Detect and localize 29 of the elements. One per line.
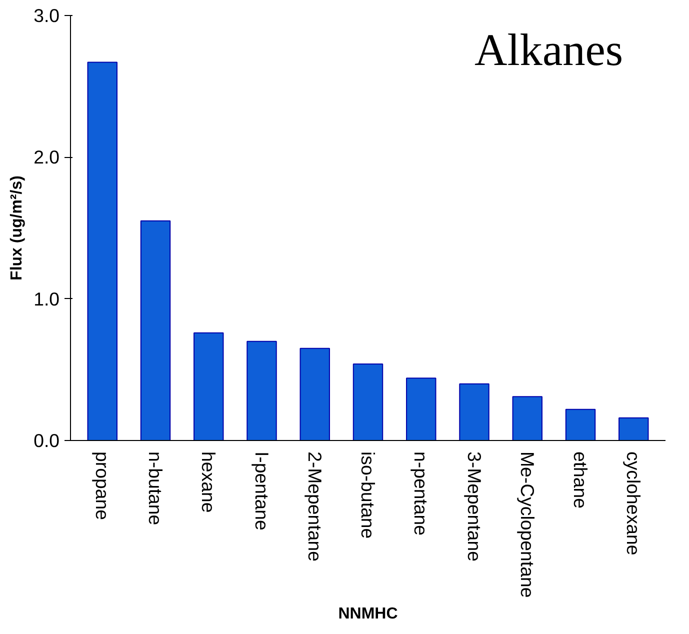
chart-title: Alkanes — [474, 25, 624, 75]
bar — [512, 396, 542, 440]
x-tick-label: 2-Mepentane — [304, 452, 326, 562]
x-tick-label: 3-Mepentane — [464, 452, 485, 562]
x-tick-label: cyclohexane — [623, 452, 644, 556]
x-tick-label: n-pentane — [410, 452, 432, 536]
x-tick-label: hexane — [198, 452, 220, 513]
x-axis-title: NNMHC — [338, 606, 398, 623]
bar — [194, 332, 224, 440]
y-axis-title: Flux (ug/m²/s) — [8, 176, 26, 280]
bar — [565, 408, 596, 440]
bar — [246, 340, 277, 440]
bar — [300, 348, 330, 440]
bar — [406, 378, 436, 440]
bar — [140, 220, 171, 440]
x-tick-label: Me-Cyclopentane — [516, 452, 538, 598]
y-tick-label: 2.0 — [34, 146, 60, 168]
bar — [459, 383, 490, 440]
bar — [352, 364, 384, 440]
bar — [618, 417, 649, 440]
y-tick-label: 1.0 — [34, 288, 60, 310]
bar — [87, 62, 118, 440]
y-tick-label: 0.0 — [34, 430, 60, 451]
x-tick-label: propane — [92, 452, 113, 520]
x-tick-label: n-butane — [145, 452, 166, 526]
y-tick-label: 3.0 — [34, 5, 60, 26]
x-tick-label: iso-butane — [358, 452, 378, 539]
x-tick-label: ethane — [570, 452, 591, 509]
x-tick-label: I-pentane — [251, 452, 272, 530]
